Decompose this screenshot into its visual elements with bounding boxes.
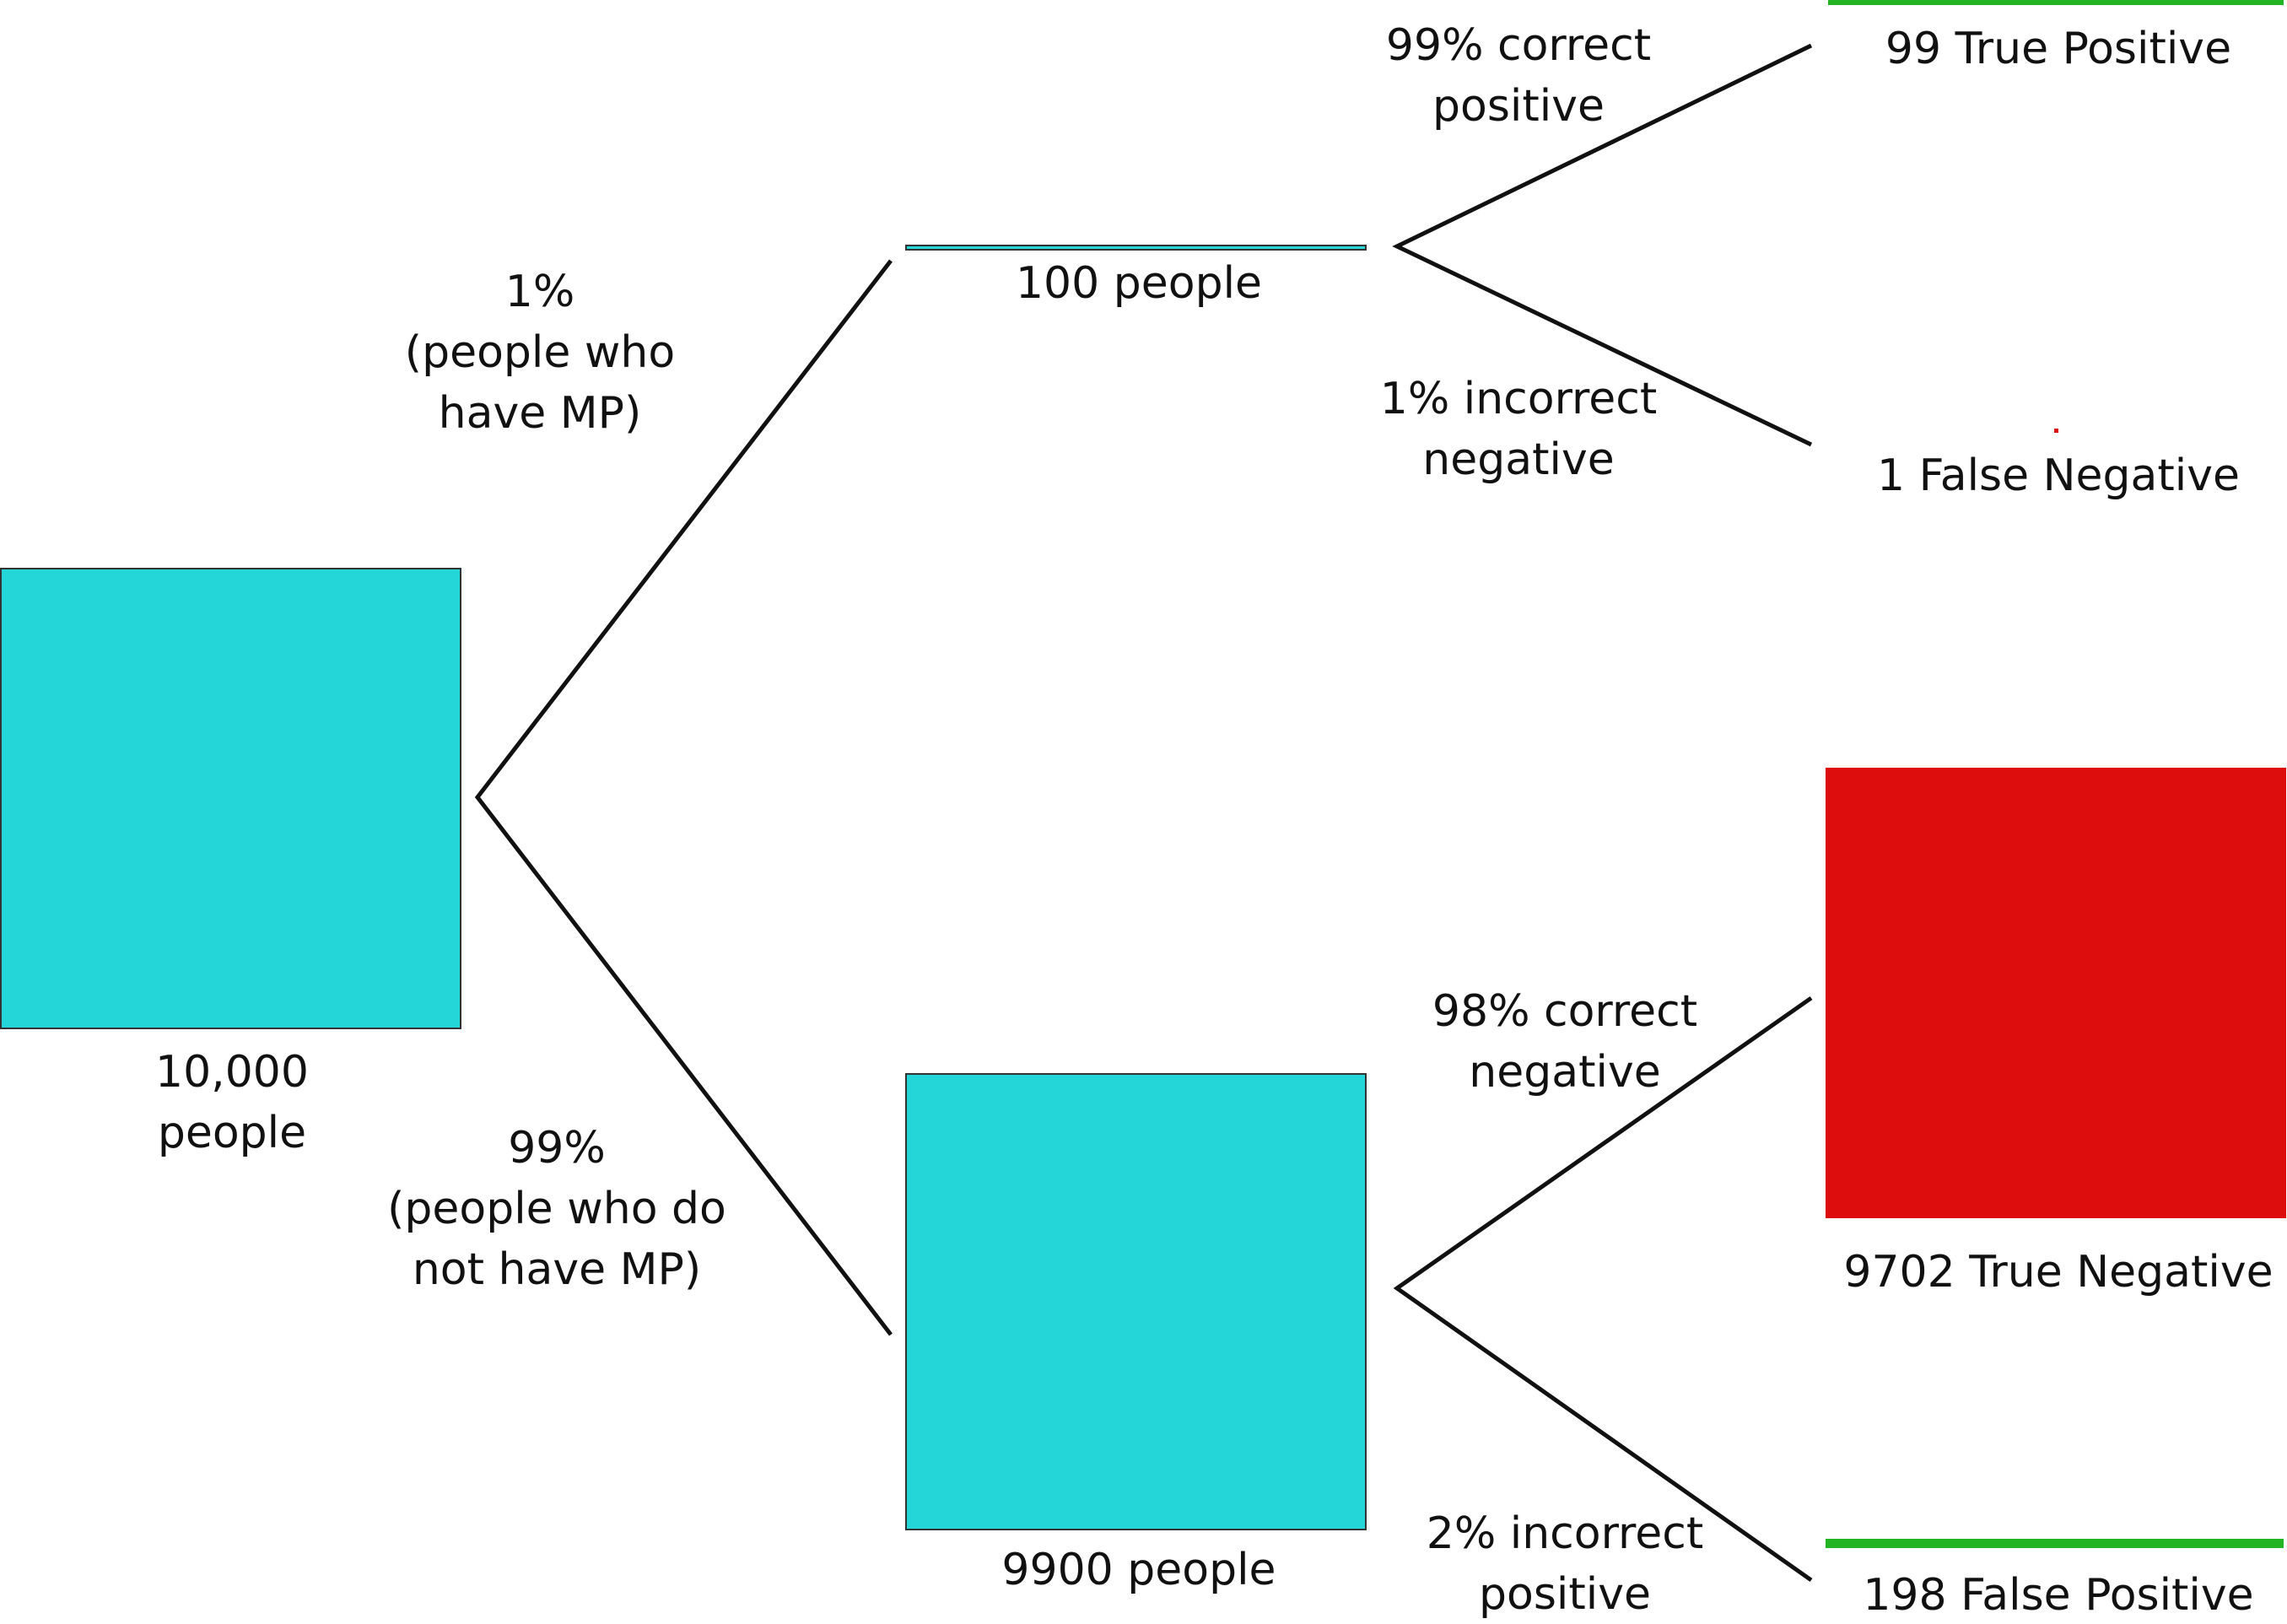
root-population-box: [0, 568, 461, 1029]
no-mp-desc-1: (people who do: [387, 1184, 726, 1234]
no-mp-branch-label: 99% (people who do not have MP): [354, 1118, 759, 1300]
incorrect-negative-line-1: 1% incorrect: [1379, 374, 1658, 424]
have-mp-population-bar: [905, 245, 1367, 251]
false-positive-label: 198 False Positive: [1863, 1570, 2254, 1621]
root-count-text: 10,000: [155, 1047, 309, 1098]
no-mp-desc-2: not have MP): [412, 1244, 702, 1295]
correct-negative-line-1: 98% correct: [1432, 986, 1698, 1037]
no-mp-percent: 99%: [508, 1123, 606, 1173]
root-population-label: 10,000 people: [72, 1042, 392, 1163]
false-negative-label: 1 False Negative: [1876, 451, 2241, 501]
incorrect-negative-branch-label: 1% incorrect negative: [1316, 369, 1721, 490]
root-branch-lines: [474, 259, 893, 1336]
true-positive-label: 99 True Positive: [1885, 24, 2232, 74]
no-mp-branch-lines: [1393, 995, 1813, 1583]
have-mp-branch-lines: [1392, 43, 1813, 447]
true-negative-label: 9702 True Negative: [1843, 1247, 2274, 1298]
no-mp-population-box: [905, 1073, 1367, 1530]
correct-negative-line-2: negative: [1469, 1047, 1661, 1098]
no-mp-population-label: 9900 people: [1001, 1545, 1276, 1595]
correct-positive-branch-label: 99% correct positive: [1316, 15, 1721, 137]
false-negative-dot: [2054, 429, 2058, 433]
have-mp-desc-1: (people who: [404, 327, 676, 378]
incorrect-positive-branch-label: 2% incorrect positive: [1358, 1503, 1772, 1624]
have-mp-percent: 1%: [504, 267, 575, 317]
correct-positive-line-1: 99% correct: [1385, 20, 1652, 71]
root-unit-text: people: [157, 1108, 307, 1158]
correct-negative-branch-label: 98% correct negative: [1358, 981, 1772, 1103]
branch-lines: [474, 43, 1813, 1583]
incorrect-positive-line-1: 2% incorrect: [1426, 1508, 1704, 1559]
have-mp-branch-label: 1% (people who have MP): [371, 262, 709, 444]
true-positive-bar: [1828, 0, 2284, 5]
true-negative-box: [1826, 768, 2286, 1218]
incorrect-negative-line-2: negative: [1422, 434, 1615, 485]
correct-positive-line-2: positive: [1432, 81, 1605, 132]
have-mp-desc-2: have MP): [438, 388, 642, 439]
incorrect-positive-line-2: positive: [1479, 1569, 1651, 1620]
false-positive-bar: [1826, 1539, 2284, 1548]
have-mp-population-label: 100 people: [1015, 258, 1263, 309]
